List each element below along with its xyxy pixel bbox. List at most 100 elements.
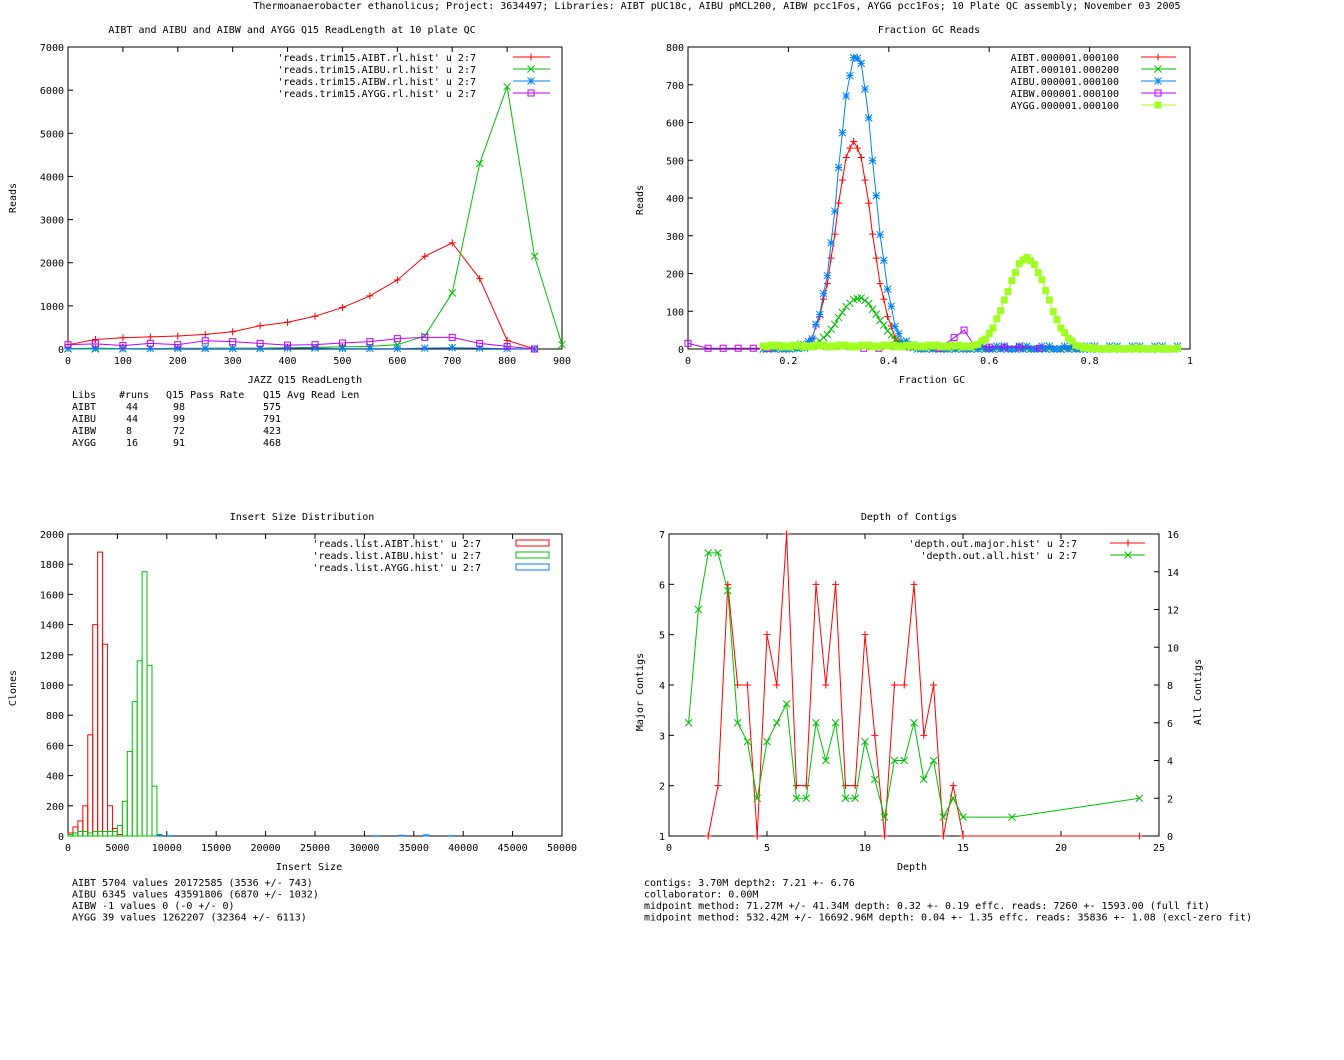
data-point	[1140, 345, 1148, 353]
data-point	[959, 343, 967, 351]
y-tick-label: 2	[659, 782, 665, 793]
data-point	[887, 341, 895, 349]
data-point	[1136, 344, 1144, 352]
y2-tick-label: 6	[1167, 719, 1173, 730]
data-point	[985, 345, 994, 353]
data-point	[476, 275, 484, 283]
data-point	[753, 832, 761, 840]
data-point	[763, 343, 771, 351]
data-point	[898, 339, 907, 347]
y-tick-label: 200	[666, 270, 684, 281]
data-point	[1135, 832, 1143, 840]
data-point	[884, 313, 892, 321]
data-point	[714, 782, 722, 790]
data-point	[1015, 342, 1024, 350]
data-point	[1057, 324, 1065, 332]
y-tick-label: 4	[659, 681, 665, 692]
data-point	[786, 343, 794, 351]
data-point	[850, 342, 858, 350]
data-point	[932, 341, 940, 349]
series-line	[763, 297, 1178, 350]
data-point	[861, 342, 869, 350]
series-line	[67, 242, 535, 350]
data-point	[876, 343, 884, 351]
data-point	[714, 549, 722, 557]
data-point	[1030, 261, 1038, 269]
table-cell: AYGG	[72, 438, 96, 449]
data-point	[1091, 344, 1099, 352]
data-point	[838, 128, 847, 137]
data-point	[900, 756, 909, 765]
y-tick-label: 400	[666, 194, 684, 205]
stats-line: midpoint method: 532.42M +/- 16692.96M d…	[644, 913, 1252, 924]
y-axis-label: Reads	[8, 183, 19, 213]
data-point	[902, 337, 911, 345]
x-tick-label: 1	[1187, 356, 1193, 367]
data-point	[835, 341, 843, 349]
data-point	[229, 328, 237, 336]
legend-label: AIBT.000001.000100	[1011, 53, 1119, 64]
legend-swatch	[515, 563, 550, 571]
series-0: 'depth.out.major.hist' u 2:7	[704, 530, 1145, 840]
stats-line: AYGG 39 values 1262207 (32364 +/- 6113)	[72, 913, 307, 924]
data-point	[1053, 316, 1061, 324]
data-point	[831, 343, 839, 351]
data-point	[864, 299, 873, 308]
data-point	[910, 718, 918, 727]
y2-tick-label: 12	[1167, 606, 1179, 617]
data-point	[724, 580, 732, 588]
page-title: Thermoanaerobacter ethanolicus; Project:…	[253, 1, 1180, 12]
legend-marker	[1124, 539, 1132, 547]
data-point	[846, 343, 854, 351]
y-tick-label: 400	[46, 772, 64, 783]
data-point	[899, 343, 907, 351]
y2-tick-label: 8	[1167, 681, 1173, 692]
data-point	[119, 342, 127, 350]
y-tick-label: 1000	[40, 681, 64, 692]
y-tick-label: 1	[659, 832, 665, 843]
data-point	[890, 681, 898, 689]
data-point	[311, 341, 319, 349]
y2-tick-label: 10	[1167, 643, 1179, 654]
data-point	[201, 330, 209, 338]
data-point	[797, 341, 805, 349]
data-point	[1128, 344, 1136, 352]
data-point	[949, 794, 958, 803]
data-point	[849, 53, 858, 62]
data-point	[789, 341, 797, 349]
data-point	[1109, 345, 1117, 353]
series-2: 'reads.list.AYGG.hist' u 2:7	[156, 563, 550, 837]
x-tick-label: 0.4	[880, 356, 898, 367]
data-point	[1035, 344, 1043, 352]
legend-label: 'reads.list.AIBT.hist' u 2:7	[312, 539, 481, 550]
x-tick-label: 200	[169, 356, 187, 367]
data-point	[1170, 345, 1178, 353]
data-point	[996, 307, 1004, 315]
legend-marker	[1154, 53, 1162, 61]
data-point	[1064, 334, 1072, 342]
data-point	[887, 331, 896, 339]
y-tick-label: 5	[659, 631, 665, 642]
series-0: 'reads.trim15.AIBT.rl.hist' u 2:7	[64, 53, 550, 353]
x-tick-label: 30000	[349, 843, 379, 854]
data-point	[448, 239, 456, 247]
x-axis-label: JAZZ Q15 ReadLength	[248, 375, 362, 386]
data-point	[1038, 276, 1046, 284]
legend-marker	[527, 65, 535, 73]
data-point	[808, 335, 817, 343]
table-header-cell: Q15 Pass Rate	[166, 390, 244, 401]
data-point	[1000, 296, 1008, 304]
histogram-bar	[166, 835, 173, 837]
histogram-bar	[423, 834, 430, 837]
insert-size-chart: 0 5000 10000 15000 20000 25000 30000 35000 40000…	[8, 512, 577, 924]
data-point	[1026, 345, 1035, 353]
legend-marker	[527, 89, 535, 97]
data-point	[851, 794, 860, 803]
data-point	[393, 276, 401, 284]
data-point	[1041, 345, 1050, 353]
histogram-bar	[92, 830, 99, 837]
y-tick-label: 2000	[40, 530, 64, 541]
stats-line: AIBT 5704 values 20172585 (3536 +/- 743)	[72, 878, 313, 889]
legend-label: AYGG.000001.000100	[1011, 101, 1119, 112]
x-tick-label: 25000	[300, 843, 330, 854]
